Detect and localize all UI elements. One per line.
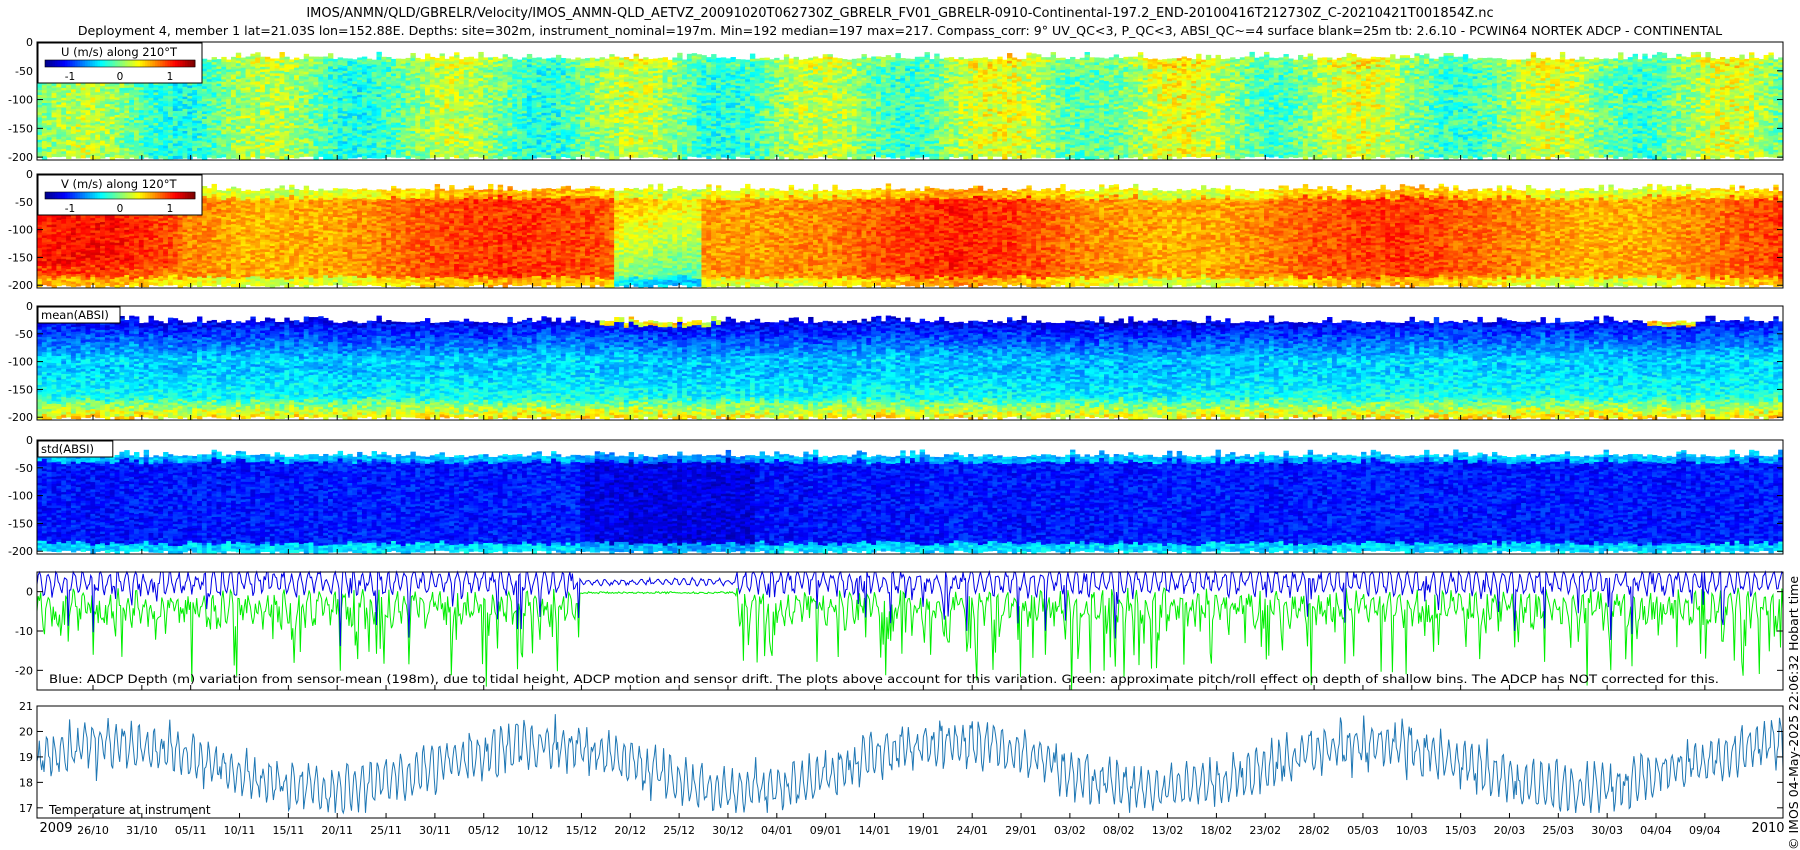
heatmap-cell [231, 155, 236, 158]
heatmap-cell [52, 154, 57, 157]
heatmap-cell [100, 155, 105, 158]
heatmap-cell [304, 154, 309, 157]
heatmap-cell [328, 156, 333, 159]
heatmap-cell [212, 156, 217, 159]
heatmap-cell [216, 155, 221, 158]
heatmap-cell [81, 155, 86, 158]
heatmap-cell [178, 156, 183, 159]
heatmap-cell [338, 156, 343, 159]
heatmap-cell [119, 155, 124, 158]
heatmap-cell [255, 155, 260, 158]
heatmap-cell [265, 154, 270, 157]
heatmap-cell [71, 154, 76, 157]
heatmap-cell [280, 156, 285, 159]
heatmap-cell [56, 154, 61, 157]
heatmap-cell [207, 155, 212, 158]
heatmap-cell [294, 155, 299, 158]
heatmap-cell [76, 155, 81, 158]
heatmap-cell [352, 155, 357, 158]
heatmap-cell [149, 155, 154, 158]
heatmap-cell [95, 156, 100, 159]
heatmap-cell [153, 156, 158, 159]
heatmap-cell [134, 156, 139, 159]
heatmap-cell [284, 156, 289, 159]
heatmap-cell [168, 156, 173, 159]
heatmap-cell [124, 156, 129, 159]
heatmap-cell [270, 155, 275, 158]
heatmap-cell [343, 156, 348, 159]
heatmap-cell [129, 155, 134, 158]
heatmap-cell [260, 156, 265, 159]
heatmap-cell [202, 157, 207, 160]
heatmap-cell [246, 157, 251, 160]
heatmap-cell [173, 156, 178, 159]
heatmap-cell [115, 155, 120, 158]
heatmap-cell [221, 154, 226, 157]
heatmap-cell [236, 156, 241, 159]
heatmap-cell [318, 154, 323, 157]
heatmap-cell [347, 155, 352, 158]
heatmap-cell [66, 156, 71, 159]
heatmap-cells [37, 52, 1784, 160]
heatmap-cell [299, 154, 304, 157]
heatmap-cell [289, 155, 294, 158]
heatmap-cell [86, 155, 91, 158]
heatmap-cell [192, 154, 197, 157]
heatmap-cell [309, 154, 314, 157]
heatmap-cell [187, 156, 192, 159]
heatmap-cell [241, 156, 246, 159]
heatmap-cell [197, 155, 202, 158]
heatmap-cell [61, 154, 66, 157]
heatmap-cell [323, 156, 328, 159]
heatmap-cell [163, 156, 168, 159]
heatmap-cell [105, 154, 110, 157]
heatmap-cell [357, 154, 362, 157]
heatmap-cell [158, 155, 163, 158]
heatmap-cell [250, 154, 255, 157]
heatmap-cell [144, 154, 149, 157]
heatmap-cell [313, 156, 318, 159]
heatmap-cell [183, 156, 188, 159]
heatmap-cell [275, 156, 280, 159]
heatmap-cell [47, 154, 52, 157]
heatmap-cell [226, 156, 231, 159]
